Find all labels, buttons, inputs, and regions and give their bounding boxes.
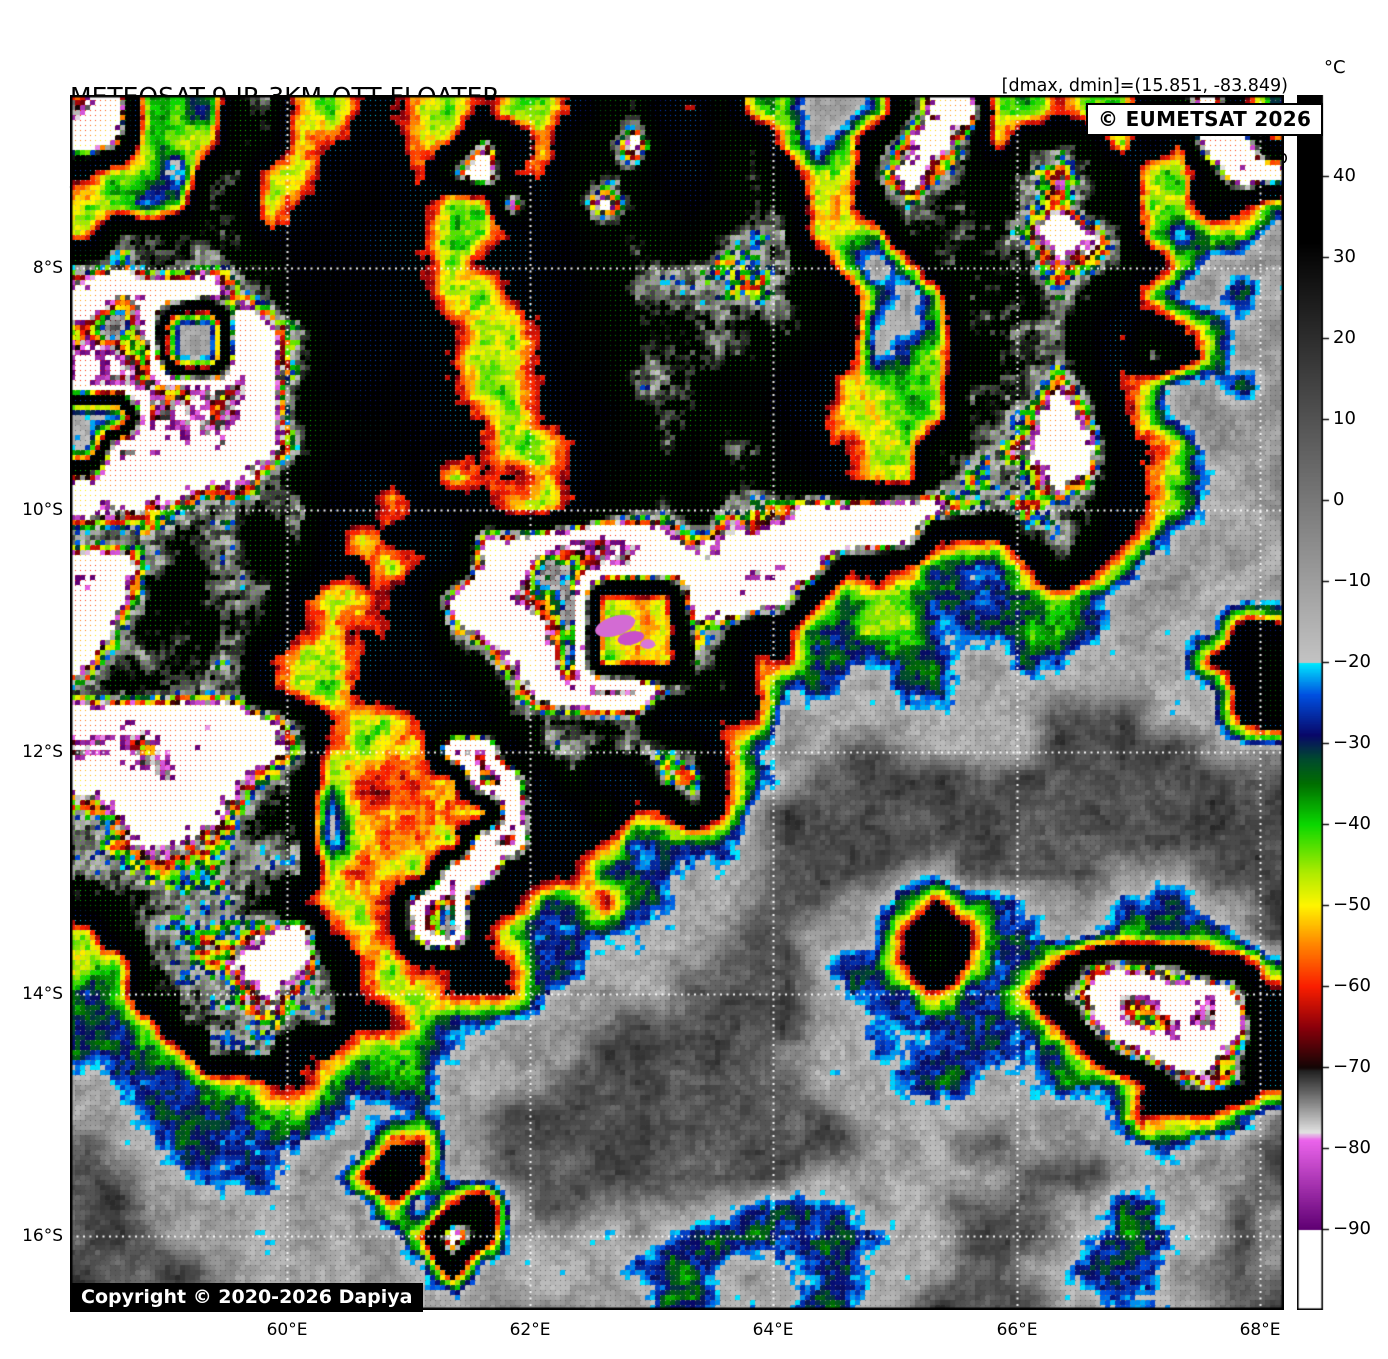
satellite-ir-map-canvas [70, 95, 1284, 1310]
colorbar-tick-label: −30 [1333, 732, 1371, 753]
lat-axis-label: 14°S [22, 984, 63, 1004]
lon-axis-label: 62°E [509, 1320, 551, 1340]
colorbar-tick-label: 0 [1333, 489, 1345, 510]
colorbar-tick-label: −10 [1333, 570, 1371, 591]
lon-axis-label: 60°E [266, 1320, 308, 1340]
colorbar-tick-label: 30 [1333, 246, 1356, 267]
colorbar-tick-label: −90 [1333, 1218, 1371, 1239]
lat-axis-label: 12°S [22, 742, 63, 762]
colorbar-tick-label: −20 [1333, 651, 1371, 672]
dapiya-copyright-badge: Copyright © 2020-2026 Dapiya [70, 1283, 424, 1312]
colorbar-unit-label: °C [1324, 57, 1346, 78]
lat-axis-label: 8°S [32, 258, 63, 278]
colorbar-canvas [1297, 95, 1331, 1310]
colorbar-tick-label: 40 [1333, 165, 1356, 186]
eumetsat-copyright-badge: © EUMETSAT 2026 [1086, 103, 1324, 136]
colorbar-tick-label: −50 [1333, 894, 1371, 915]
colorbar-tick-label: −40 [1333, 813, 1371, 834]
lon-axis-label: 64°E [752, 1320, 794, 1340]
colorbar-tick-label: −70 [1333, 1056, 1371, 1077]
lon-axis-label: 66°E [996, 1320, 1038, 1340]
lon-axis-label: 68°E [1239, 1320, 1281, 1340]
dmax-dmin-readout: [dmax, dmin]=(15.851, -83.849) [1001, 76, 1288, 96]
colorbar-tick-label: −80 [1333, 1137, 1371, 1158]
colorbar-tick-label: −60 [1333, 975, 1371, 996]
lat-axis-label: 16°S [22, 1226, 63, 1246]
colorbar-tick-label: 20 [1333, 327, 1356, 348]
lat-axis-label: 10°S [22, 500, 63, 520]
colorbar-tick-label: 10 [1333, 408, 1356, 429]
